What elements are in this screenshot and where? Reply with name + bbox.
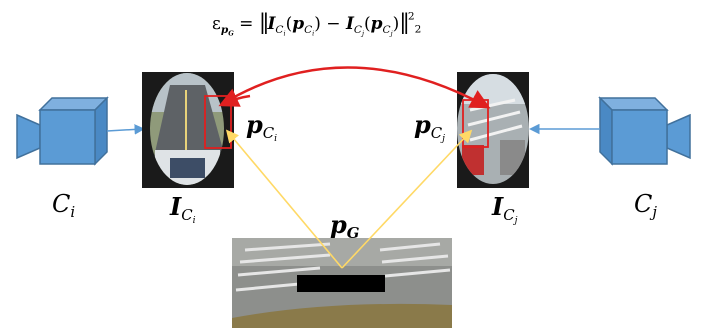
projection-line-right: [341, 129, 473, 269]
camera-left-icon: [16, 96, 109, 166]
projection-line-left: [225, 129, 343, 269]
camera-left-label: Ci: [52, 190, 76, 222]
reprojection-arc-start: [218, 88, 251, 107]
reprojection-arc: [221, 66, 491, 109]
ground-occluder: [297, 275, 385, 292]
patch-box-left: [204, 95, 232, 149]
camera-left-arrow: [106, 124, 145, 135]
camera-right-icon: [598, 96, 691, 166]
camera-right-label: Cj: [634, 190, 657, 222]
image-right-label: ICj: [492, 192, 518, 227]
point-left-label: pCi: [246, 110, 278, 145]
fisheye-image-left: [142, 72, 234, 188]
error-equation: εpG = ‖ICi(pCi) − ICj(pCj)‖22: [212, 10, 422, 37]
fisheye-image-right: [457, 72, 529, 188]
ground-image: [232, 238, 452, 328]
image-left-label: ICi: [170, 192, 196, 227]
point-right-label: pCj: [414, 110, 446, 145]
ground-point-label: pG: [330, 210, 360, 243]
